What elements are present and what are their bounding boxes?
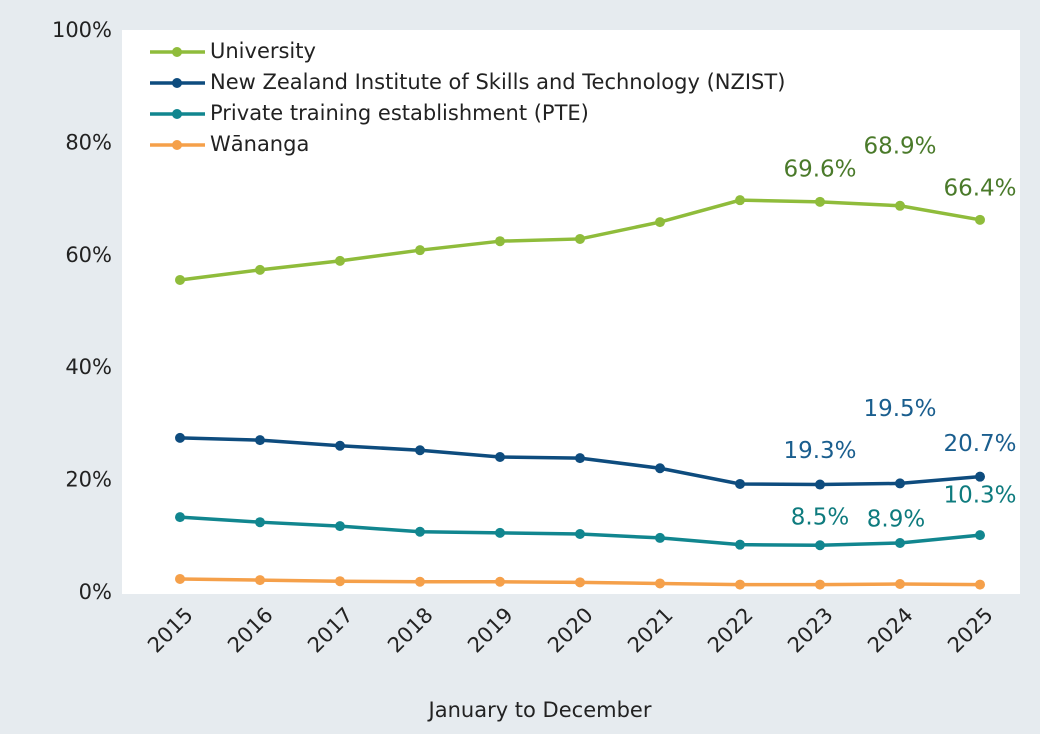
x-tick-label: 2025 (943, 603, 998, 658)
point (255, 575, 265, 586)
point (575, 233, 585, 244)
point (735, 195, 745, 206)
point (575, 453, 585, 464)
point (735, 539, 745, 550)
point (655, 463, 665, 474)
point (815, 579, 825, 590)
y-tick-label: 60% (65, 243, 112, 267)
value-label: 8.9% (867, 506, 925, 532)
point (975, 471, 985, 482)
value-label: 69.6% (783, 156, 856, 182)
x-tick-label: 2024 (863, 603, 918, 658)
point (815, 540, 825, 551)
x-tick-label: 2022 (703, 603, 758, 658)
x-tick-label: 2017 (303, 603, 358, 658)
point (415, 576, 425, 587)
legend-label: University (210, 39, 316, 63)
point (255, 435, 265, 446)
y-tick-label: 40% (65, 355, 112, 379)
y-tick-label: 80% (65, 130, 112, 154)
point (895, 478, 905, 489)
point (495, 236, 505, 247)
point (255, 517, 265, 528)
value-label: 10.3% (943, 483, 1016, 509)
point (575, 528, 585, 539)
point (655, 578, 665, 589)
plot-area (122, 30, 1020, 594)
x-tick-label: 2015 (143, 603, 198, 658)
point (495, 527, 505, 538)
x-tick-label: 2020 (543, 603, 598, 658)
point (655, 217, 665, 228)
value-label: 19.5% (863, 396, 936, 422)
value-label: 19.3% (783, 438, 856, 464)
y-tick-label: 20% (65, 468, 112, 492)
x-tick-label: 2021 (623, 603, 678, 658)
x-axis-title: January to December (427, 698, 652, 722)
point (975, 579, 985, 590)
legend-marker (172, 78, 182, 88)
point (255, 264, 265, 275)
legend-label: Wānanga (210, 132, 309, 156)
legend-marker (172, 109, 182, 119)
point (415, 245, 425, 256)
point (175, 432, 185, 443)
point (175, 512, 185, 523)
point (895, 200, 905, 211)
point (975, 214, 985, 225)
y-tick-label: 100% (52, 18, 112, 42)
point (495, 451, 505, 462)
point (175, 274, 185, 285)
legend-marker (172, 140, 182, 150)
x-tick-label: 2018 (383, 603, 438, 658)
point (335, 576, 345, 587)
point (495, 576, 505, 587)
point (575, 577, 585, 588)
point (975, 530, 985, 541)
legend-label: New Zealand Institute of Skills and Tech… (210, 70, 785, 94)
point (335, 255, 345, 266)
value-label: 8.5% (791, 505, 849, 531)
value-label: 68.9% (863, 133, 936, 159)
point (815, 196, 825, 207)
value-label: 20.7% (943, 431, 1016, 457)
point (895, 579, 905, 590)
point (335, 440, 345, 451)
point (895, 537, 905, 548)
legend-marker (172, 47, 182, 57)
point (415, 526, 425, 537)
x-tick-label: 2016 (223, 603, 278, 658)
point (815, 479, 825, 490)
point (415, 445, 425, 456)
point (175, 573, 185, 584)
point (735, 478, 745, 489)
legend-label: Private training establishment (PTE) (210, 101, 589, 125)
x-tick-label: 2019 (463, 603, 518, 658)
point (735, 579, 745, 590)
x-tick-label: 2023 (783, 603, 838, 658)
y-tick-label: 0% (79, 580, 112, 604)
value-label: 66.4% (943, 175, 1016, 201)
point (335, 521, 345, 532)
point (655, 532, 665, 543)
